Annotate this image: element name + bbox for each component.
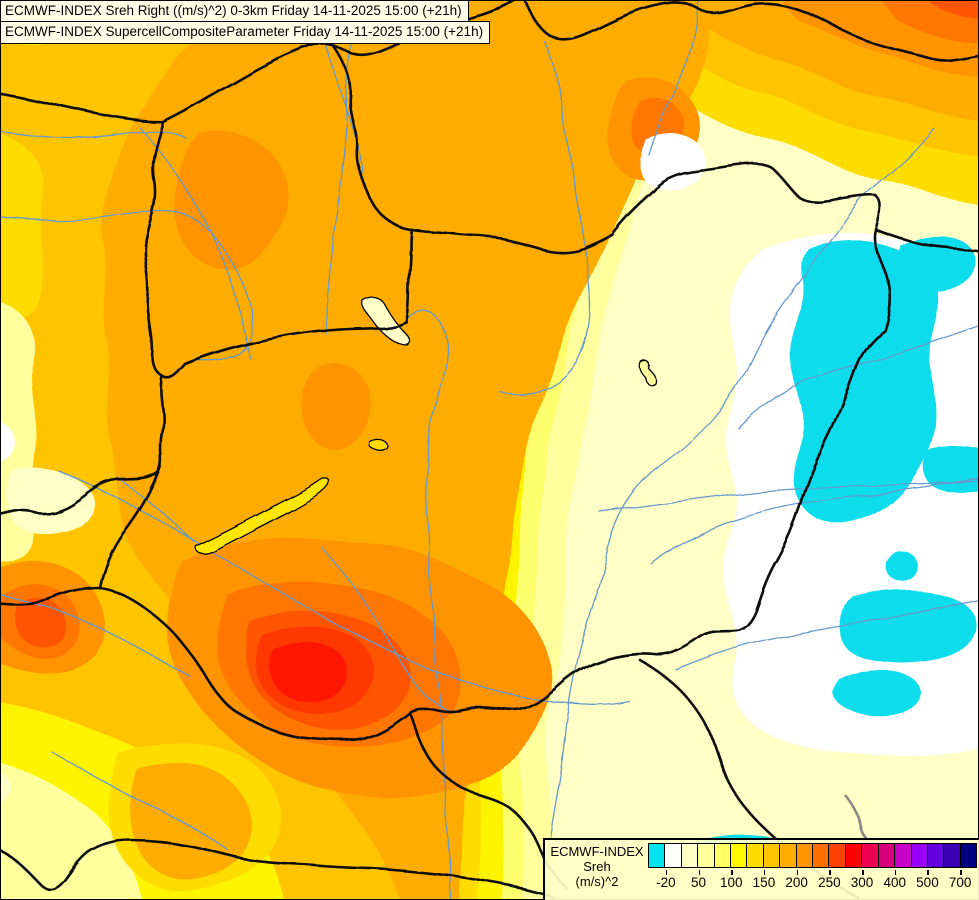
legend-color-cell — [943, 844, 960, 867]
legend-tick-label: 200 — [785, 875, 808, 890]
legend-tick-label: 150 — [752, 875, 776, 890]
legend-color-cell — [680, 844, 698, 867]
legend-tick-label: 300 — [850, 875, 874, 890]
map-title-line2: ECMWF-INDEX SupercellCompositeParameter … — [0, 21, 491, 44]
lake-velence — [368, 439, 389, 452]
legend-tick-mark — [763, 869, 766, 875]
legend-tick-label: 50 — [691, 875, 707, 890]
legend-tick-label: 250 — [818, 875, 841, 890]
legend-color-cell — [779, 844, 796, 867]
lakes — [195, 295, 656, 555]
legend-tick-mark — [894, 869, 897, 875]
legend-color-cell — [812, 844, 829, 867]
legend-tick-label: 500 — [916, 875, 939, 890]
legend-tick-mark — [665, 869, 668, 875]
legend-color-cell — [894, 844, 911, 867]
legend-tick-mark — [927, 869, 929, 875]
legend-tick-mark — [796, 869, 799, 875]
legend-color-cell — [697, 844, 714, 867]
legend-color-cell — [861, 844, 878, 867]
legend-color-cell — [649, 844, 665, 867]
legend-tick-label: -20 — [656, 875, 676, 890]
legend-tick-mark — [960, 869, 962, 875]
legend-tick-mark — [731, 869, 733, 875]
legend-color-cell — [762, 844, 780, 867]
legend-color-cell — [730, 844, 747, 867]
legend-tick-label: 100 — [719, 875, 743, 890]
legend-color-cell — [844, 844, 862, 867]
legend-color-cell — [795, 844, 813, 867]
legend-color-cell — [713, 844, 731, 867]
legend-color-cell — [959, 844, 977, 867]
legend-parameter-label: Sreh — [583, 859, 611, 874]
lake-tisza — [638, 359, 656, 385]
legend-tick-label: 400 — [883, 875, 907, 890]
legend-tick-mark — [698, 869, 701, 875]
legend-color-cell — [910, 844, 927, 867]
legend-tick-mark — [829, 869, 831, 875]
legend-color-cell — [664, 844, 681, 867]
color-scale-legend: ECMWF-INDEX Sreh (m/s)^2 -20 50 100 150 200 2… — [543, 838, 979, 900]
legend-tick-mark — [862, 869, 864, 875]
legend-colorbar — [648, 843, 977, 868]
legend-color-cell — [828, 844, 845, 867]
legend-color-cell — [926, 844, 944, 867]
map-title-line1: ECMWF-INDEX Sreh Right ((m/s)^2) 0-3km F… — [0, 0, 469, 23]
legend-color-cell — [877, 844, 895, 867]
legend-color-cell — [746, 844, 763, 867]
legend-tick-label: 700 — [948, 875, 972, 890]
legend-product-label: ECMWF-INDEX — [550, 844, 644, 859]
legend-titles: ECMWF-INDEX Sreh (m/s)^2 — [545, 844, 649, 889]
lake-ferto — [360, 295, 411, 346]
lake-balaton — [195, 477, 330, 555]
legend-unit-label: (m/s)^2 — [575, 874, 619, 889]
